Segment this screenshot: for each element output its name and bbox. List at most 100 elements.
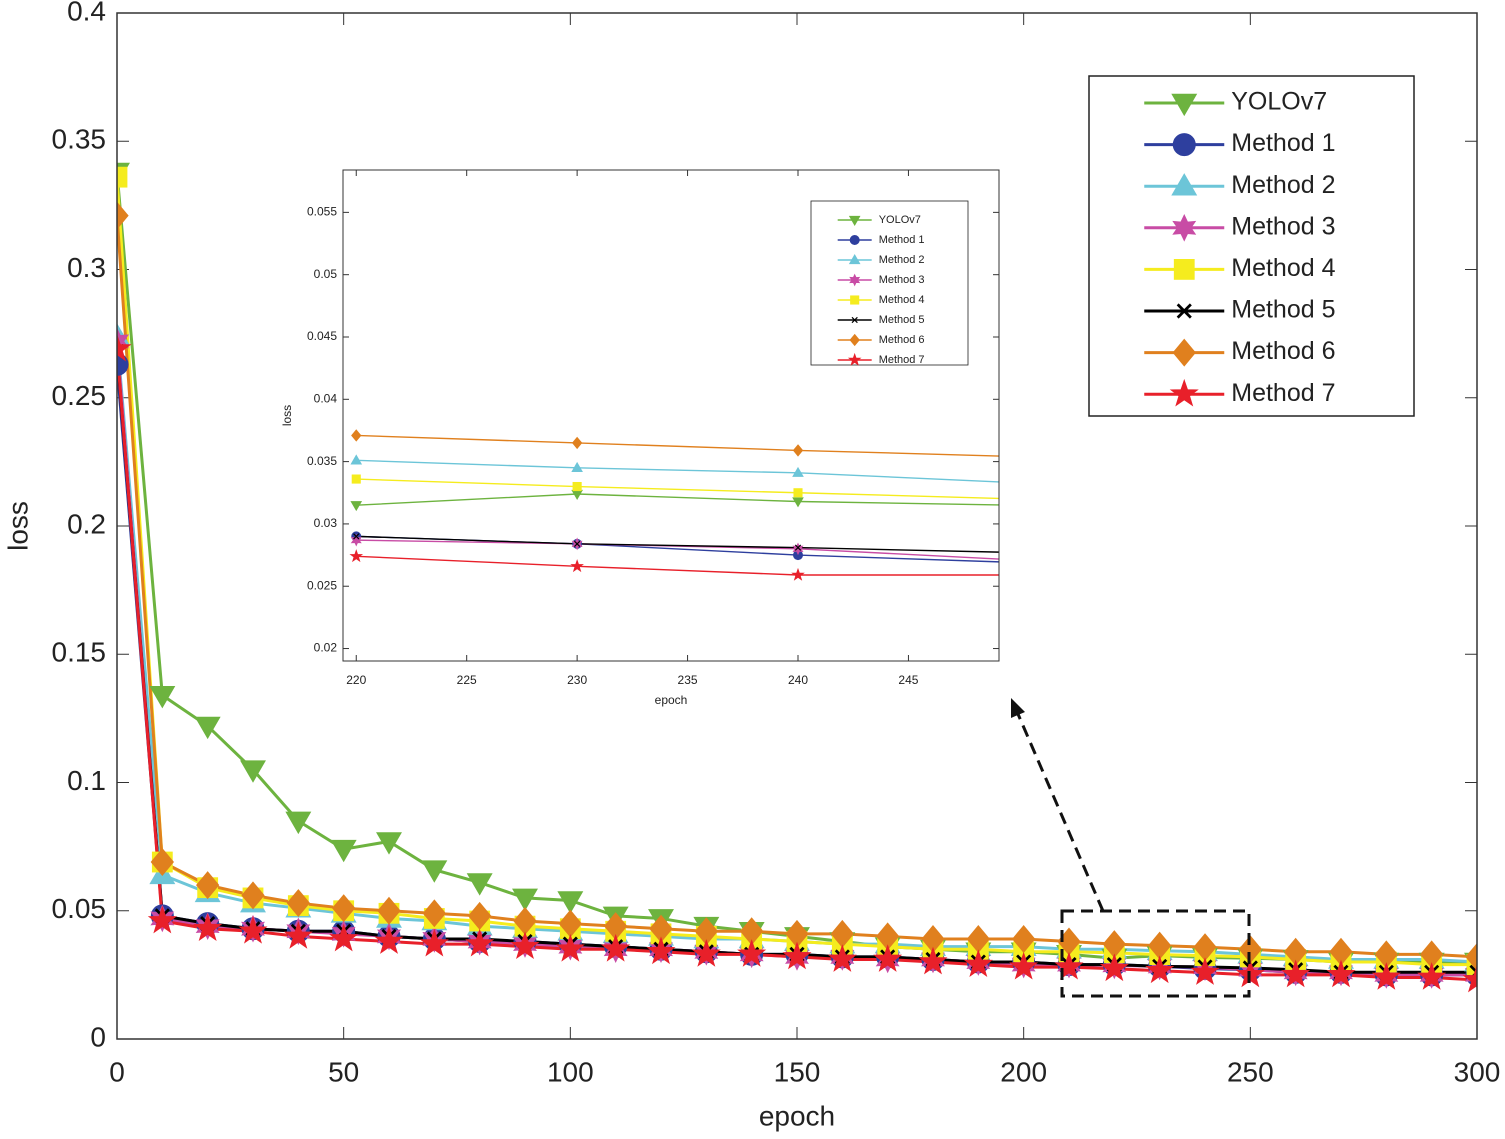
legend-marker [1176, 303, 1192, 319]
marker [150, 848, 174, 876]
marker [421, 860, 448, 883]
marker [737, 939, 767, 967]
marker [1099, 953, 1129, 982]
marker [285, 811, 312, 835]
x-tick-label: 230 [567, 673, 587, 687]
y-tick-label: 0.02 [314, 641, 338, 655]
marker [349, 549, 364, 563]
marker [1014, 478, 1024, 487]
legend-label: Method 6 [879, 334, 925, 346]
legend-marker [1172, 213, 1197, 242]
series-line [356, 555, 999, 576]
marker [510, 931, 540, 960]
marker [377, 896, 401, 925]
legend-label: Method 4 [1231, 254, 1335, 282]
legend-label: YOLOv7 [879, 214, 921, 226]
x-axis-label: epoch [655, 693, 688, 707]
marker [117, 201, 129, 230]
legend-marker [1172, 133, 1196, 157]
legend-label: YOLOv7 [1231, 88, 1327, 116]
marker [512, 888, 538, 912]
marker [794, 544, 802, 551]
marker [963, 949, 993, 977]
y-tick-label: 0.025 [307, 578, 337, 592]
legend-marker [849, 273, 861, 287]
marker [1190, 957, 1220, 985]
marker [570, 559, 584, 573]
marker [194, 716, 221, 740]
marker [350, 533, 362, 547]
marker [374, 926, 404, 954]
legend-marker [848, 215, 861, 226]
y-tick-label: 0 [90, 1021, 106, 1052]
marker [793, 488, 803, 498]
y-tick-label: 0.3 [67, 252, 106, 283]
plot-frame [342, 169, 1000, 662]
legend-box [1088, 75, 1415, 417]
marker [1014, 451, 1023, 462]
marker [1014, 502, 1024, 511]
marker [792, 466, 804, 477]
marker [283, 921, 313, 949]
marker [419, 928, 449, 957]
marker [117, 352, 129, 376]
marker [117, 333, 132, 362]
y-tick-label: 0.05 [52, 893, 107, 924]
legend-label: Method 7 [1231, 379, 1335, 407]
legend-label: Method 2 [1231, 171, 1335, 199]
marker [350, 454, 363, 465]
marker [571, 461, 583, 472]
x-tick-label: 150 [774, 1056, 821, 1087]
plot-frame [116, 12, 1478, 1040]
legend-marker [1172, 338, 1196, 367]
marker [1462, 964, 1477, 993]
y-tick-label: 0.04 [314, 391, 338, 405]
legend-label: Method 2 [879, 254, 925, 266]
x-tick-label: 235 [678, 673, 698, 687]
series-line [356, 493, 999, 506]
y-tick-label: 0.035 [307, 454, 337, 468]
legend-marker [1169, 378, 1199, 407]
legend-label: Method 6 [1231, 337, 1335, 365]
legend-label: Method 7 [879, 354, 925, 366]
marker [918, 946, 948, 975]
marker [329, 923, 359, 952]
marker [193, 913, 223, 942]
x-tick-label: 0 [109, 1056, 125, 1087]
marker [117, 166, 128, 188]
marker [147, 905, 177, 934]
marker [691, 939, 721, 967]
x-tick-label: 50 [328, 1056, 359, 1087]
x-tick-label: 245 [898, 673, 918, 687]
y-tick-label: 0.2 [67, 508, 106, 539]
marker [465, 928, 495, 957]
x-axis-label: epoch [759, 1100, 835, 1131]
series-line [356, 535, 999, 553]
marker [792, 497, 804, 508]
legend-label: Method 5 [879, 314, 925, 326]
x-tick-label: 200 [1000, 1056, 1047, 1087]
marker [240, 760, 266, 783]
marker [782, 941, 812, 970]
legend-marker [1171, 93, 1198, 117]
legend-marker [847, 352, 862, 366]
marker [422, 899, 446, 928]
marker [1014, 555, 1023, 565]
marker [241, 881, 265, 910]
marker [1417, 962, 1447, 990]
marker [1015, 495, 1023, 503]
legend-marker [851, 316, 858, 324]
inset-chart: 220 225 230 235 240 245 0.02 0.025 0.03 0.035 0.04… [280, 160, 1024, 713]
marker [572, 481, 582, 492]
legend-label: Method 5 [1231, 296, 1335, 324]
marker [555, 933, 585, 962]
marker [376, 832, 402, 855]
marker [1016, 550, 1021, 555]
marker [646, 936, 676, 965]
series-line [356, 434, 999, 457]
plot-area [349, 429, 1024, 581]
x-tick-label: 240 [788, 673, 808, 687]
zoom-arrow [1016, 713, 1105, 912]
